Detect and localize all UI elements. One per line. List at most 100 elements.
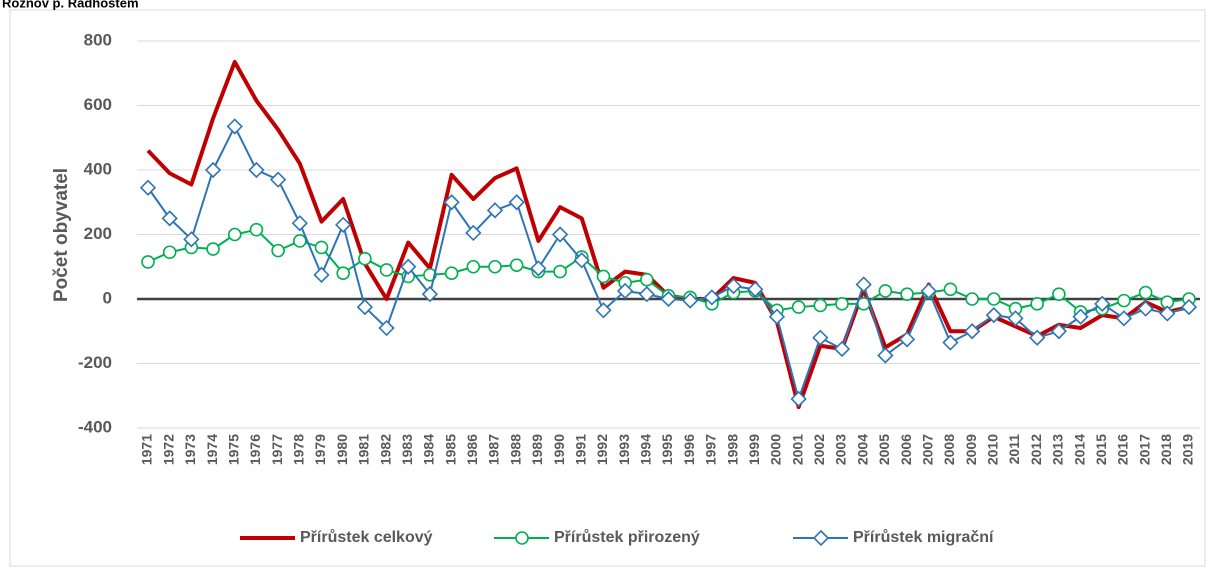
data-point <box>269 171 287 188</box>
data-point <box>183 231 200 248</box>
data-point <box>877 347 894 364</box>
x-tick-label: 1975 <box>225 434 241 465</box>
data-point <box>595 302 612 319</box>
x-tick-label: 1971 <box>139 434 155 465</box>
x-tick-label: 1987 <box>486 434 502 465</box>
data-point <box>747 281 764 298</box>
data-point <box>682 292 699 309</box>
y-tick-label: 600 <box>84 95 112 114</box>
data-point <box>443 194 460 211</box>
data-point <box>1115 310 1133 327</box>
data-point <box>336 266 350 281</box>
data-point <box>1072 308 1089 325</box>
x-tick-label: 2013 <box>1050 434 1066 465</box>
data-point <box>638 286 655 303</box>
y-tick-label: 800 <box>84 30 112 49</box>
legend-label: Přírůstek celkový <box>300 529 433 546</box>
data-point <box>486 202 504 219</box>
data-point <box>942 334 959 351</box>
x-tick-label: 1999 <box>746 434 762 465</box>
data-point <box>335 216 352 233</box>
data-point <box>271 243 285 258</box>
data-point <box>379 263 394 277</box>
x-tick-label: 1978 <box>291 434 307 465</box>
x-tick-label: 2017 <box>1136 434 1152 465</box>
data-point <box>1052 287 1066 301</box>
x-tick-label: 1974 <box>204 434 220 465</box>
data-point <box>640 272 654 287</box>
data-point <box>466 259 481 274</box>
x-tick-label: 1980 <box>334 434 350 465</box>
x-tick-label: 2016 <box>1115 434 1131 465</box>
x-tick-label: 2012 <box>1028 434 1044 465</box>
x-tick-label: 2007 <box>919 434 935 465</box>
data-point <box>725 277 742 295</box>
y-tick-label: 400 <box>84 159 112 178</box>
chart-title: Rožnov p. Radhoštěm <box>2 0 139 10</box>
data-point <box>206 242 220 256</box>
data-point <box>551 226 569 243</box>
x-tick-label: 2018 <box>1158 434 1174 465</box>
data-point <box>227 227 242 242</box>
data-point <box>1180 298 1198 316</box>
data-point <box>553 264 567 279</box>
x-tick-label: 2014 <box>1071 434 1087 465</box>
data-point <box>660 290 677 308</box>
x-tick-label: 1994 <box>638 434 654 465</box>
x-tick-label: 1981 <box>356 434 372 465</box>
data-point <box>703 289 721 306</box>
x-tick-label: 1998 <box>724 434 740 465</box>
x-tick-label: 2019 <box>1180 434 1196 465</box>
x-tick-label: 1992 <box>594 434 610 465</box>
data-point <box>1138 285 1153 300</box>
data-point <box>965 292 979 306</box>
x-tick-label: 2005 <box>876 434 892 465</box>
y-tick-label: 200 <box>84 224 112 243</box>
x-tick-label: 1986 <box>464 434 480 465</box>
data-point <box>508 194 525 211</box>
x-tick-label: 1982 <box>377 434 393 465</box>
data-point <box>509 258 524 272</box>
data-point <box>878 284 893 298</box>
legend-marker <box>812 529 830 547</box>
x-tick-label: 2011 <box>1006 434 1022 465</box>
x-tick-label: 2002 <box>811 434 827 465</box>
y-tick-label: -200 <box>78 353 112 372</box>
data-point <box>768 308 786 325</box>
data-point <box>291 215 308 232</box>
data-point <box>790 390 807 408</box>
x-tick-label: 1977 <box>269 434 285 465</box>
data-point <box>313 266 330 283</box>
x-tick-label: 2009 <box>963 434 979 465</box>
x-tick-label: 2010 <box>985 434 1001 465</box>
data-point <box>248 161 265 179</box>
x-tick-label: 2000 <box>768 434 784 465</box>
data-point <box>141 255 155 269</box>
x-tick-label: 2001 <box>789 434 805 465</box>
data-point <box>835 297 849 311</box>
data-point <box>943 282 958 297</box>
legend-label: Přírůstek přirozený <box>554 529 700 546</box>
x-tick-label: 1996 <box>681 434 697 465</box>
data-point <box>293 234 307 248</box>
x-tick-label: 1988 <box>507 434 523 465</box>
data-point <box>791 300 806 314</box>
data-point <box>1050 323 1068 340</box>
data-point <box>1029 329 1046 346</box>
data-point <box>900 287 914 301</box>
x-tick-label: 1989 <box>529 434 545 465</box>
x-tick-label: 2003 <box>833 434 849 465</box>
data-point <box>616 282 634 300</box>
data-point <box>204 161 222 179</box>
data-point <box>444 266 459 281</box>
data-point <box>812 329 829 346</box>
x-tick-label: 1976 <box>247 434 263 465</box>
data-point <box>987 292 1001 306</box>
data-point <box>1117 293 1131 308</box>
data-point <box>596 269 611 284</box>
data-point <box>1030 297 1044 311</box>
data-point <box>358 251 372 266</box>
data-point <box>162 245 177 260</box>
data-point <box>139 179 157 196</box>
data-point <box>1137 300 1154 317</box>
